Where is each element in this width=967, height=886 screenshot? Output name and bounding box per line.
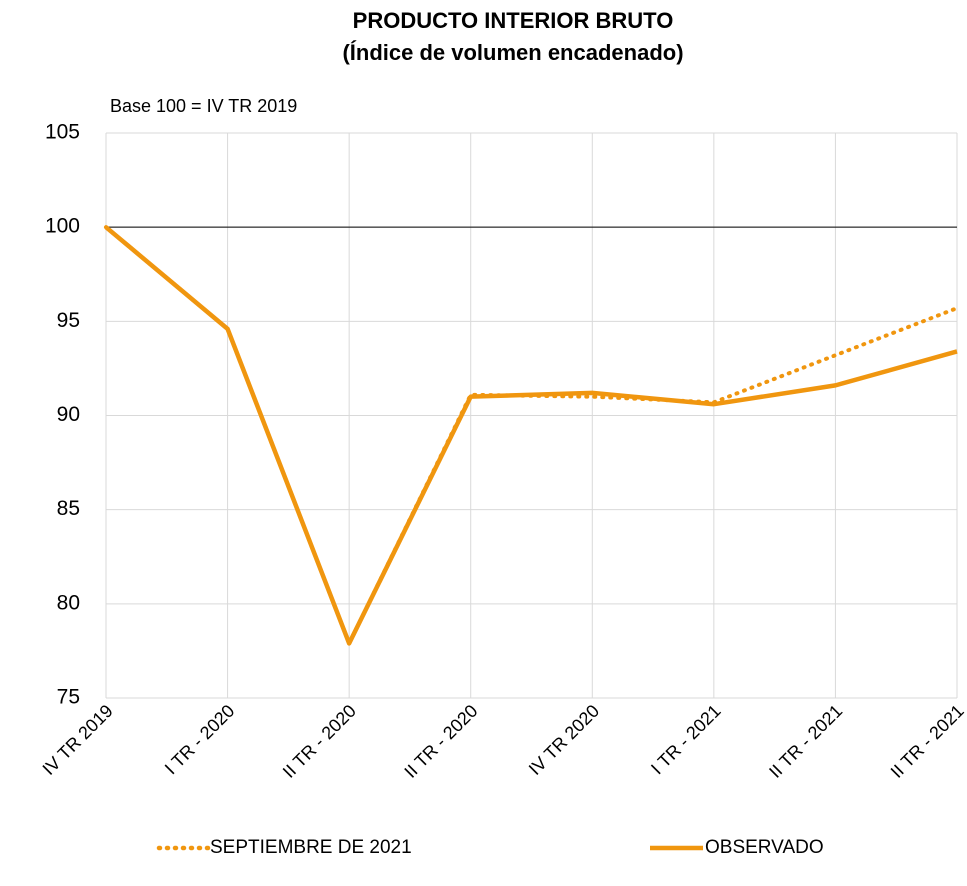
y-tick-label: 100 xyxy=(45,215,80,238)
x-tick-label: IV TR 2020 xyxy=(525,701,603,779)
x-tick-label: IV TR 2019 xyxy=(39,701,117,779)
legend-label: OBSERVADO xyxy=(705,837,824,858)
y-tick-label: 105 xyxy=(45,121,80,144)
y-tick-label: 95 xyxy=(57,309,80,332)
y-tick-label: 85 xyxy=(57,497,80,520)
legend-label: SEPTIEMBRE DE 2021 xyxy=(210,837,412,858)
x-tick-label: I TR - 2020 xyxy=(161,701,239,779)
x-tick-label: II TR - 2020 xyxy=(400,701,481,782)
series-line xyxy=(104,225,958,646)
y-tick-label: 80 xyxy=(57,591,80,614)
x-tick-label: II TR - 2021 xyxy=(765,701,846,782)
chart-subtitle: (Índice de volumen encadenado) xyxy=(342,40,683,65)
series-line xyxy=(104,225,959,646)
x-tick-label: II TR - 2020 xyxy=(279,701,360,782)
chart-title: PRODUCTO INTERIOR BRUTO xyxy=(353,8,674,33)
x-tick-label: II TR - 2021 xyxy=(887,701,967,782)
y-tick-label: 75 xyxy=(57,686,80,709)
annotation: Base 100 = IV TR 2019 xyxy=(110,96,297,116)
y-tick-label: 90 xyxy=(57,403,80,426)
x-tick-label: I TR - 2021 xyxy=(647,701,725,779)
